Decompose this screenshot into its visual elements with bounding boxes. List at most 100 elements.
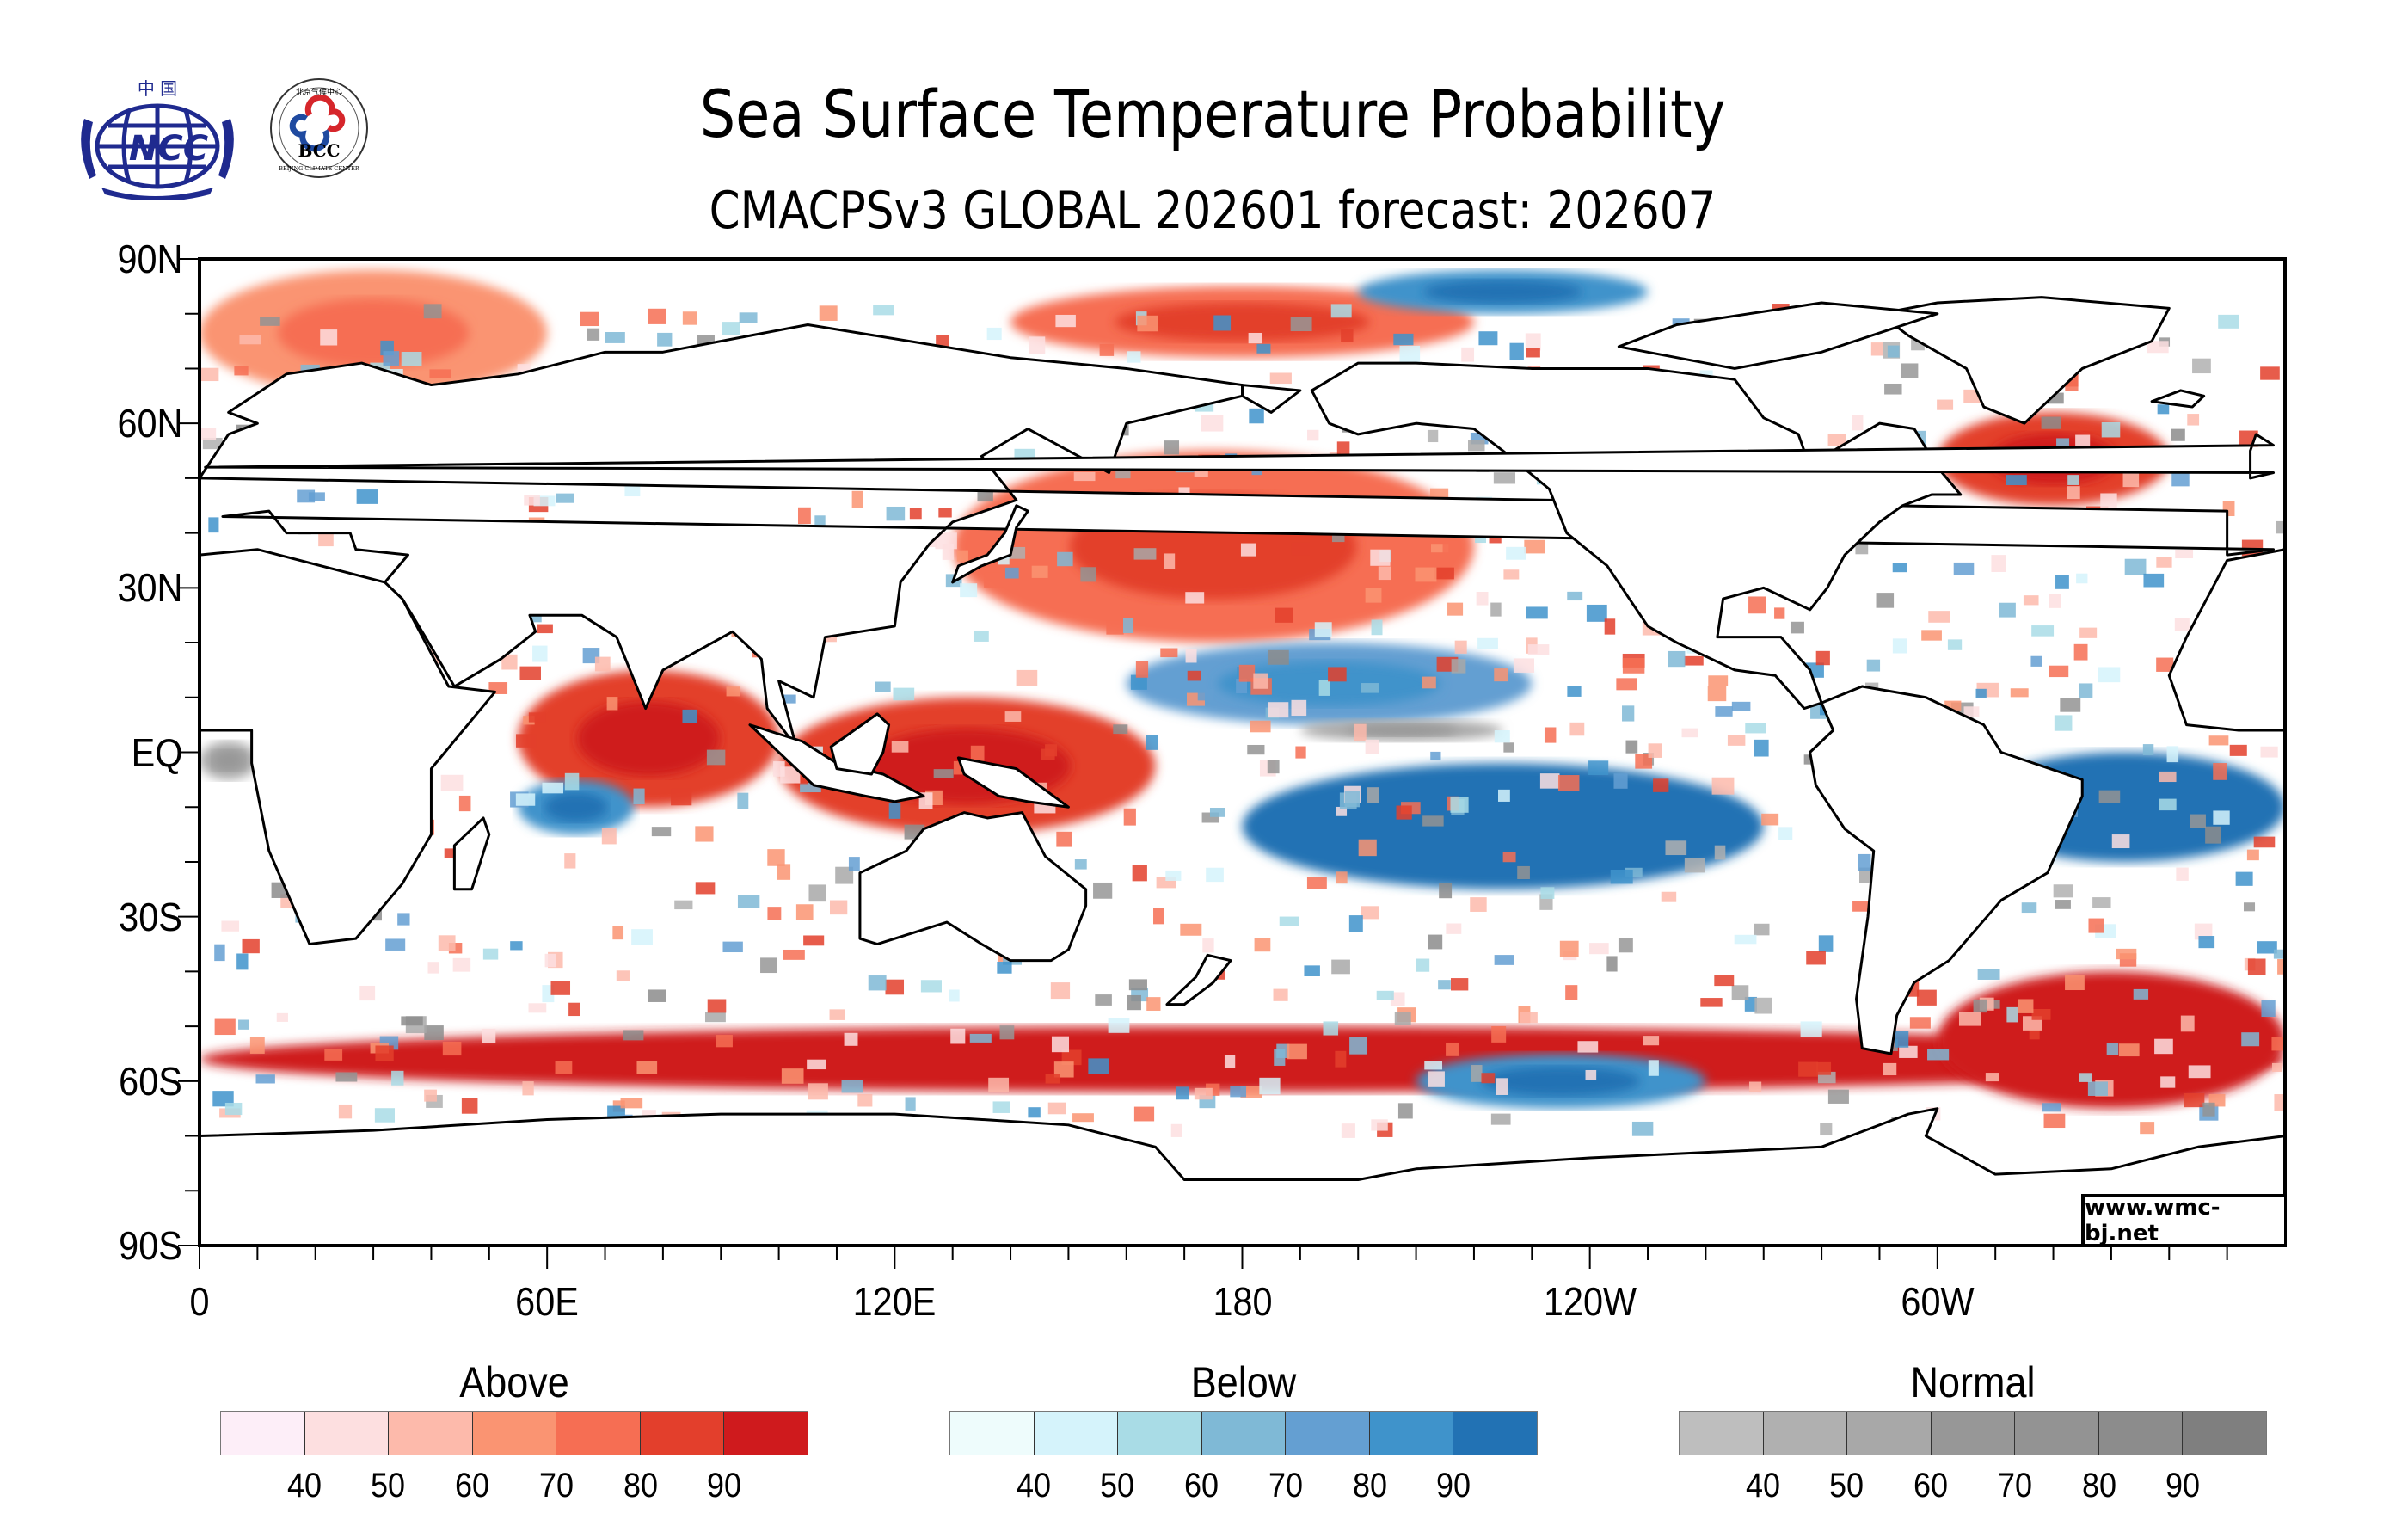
- grid-cell: [1745, 723, 1766, 734]
- y-tick-label: 90S: [119, 1223, 182, 1268]
- grid-cell: [1422, 815, 1444, 827]
- grid-cell: [1613, 773, 1628, 789]
- grid-cell: [1180, 923, 1202, 936]
- legend-swatch: [2015, 1412, 2099, 1455]
- grid-cell: [885, 979, 905, 995]
- grid-cell: [276, 1012, 288, 1022]
- grid-cell: [1524, 539, 1545, 554]
- grid-cell: [844, 1032, 858, 1046]
- grid-cell: [335, 1072, 358, 1082]
- grid-cell: [1160, 648, 1178, 658]
- legend-swatch: [1286, 1412, 1370, 1455]
- grid-cell: [1559, 940, 1579, 957]
- grid-cell: [1494, 955, 1514, 965]
- grid-cell: [2031, 1008, 2051, 1020]
- grid-cell: [1899, 1045, 1918, 1058]
- grid-cell: [2218, 314, 2239, 329]
- x-tick-label: 60W: [1901, 1279, 1975, 1324]
- grid-cell: [2049, 594, 2061, 608]
- grid-cell: [1371, 619, 1383, 636]
- grid-cell: [2116, 948, 2137, 960]
- grid-cell: [2118, 1043, 2140, 1057]
- grid-cell: [888, 803, 901, 819]
- grid-cell: [835, 866, 854, 884]
- grid-cell: [1291, 542, 1311, 556]
- grid-cell: [1937, 399, 1954, 410]
- grid-cell: [424, 1025, 444, 1041]
- grid-cell: [1509, 342, 1524, 360]
- grid-cell: [1490, 602, 1502, 617]
- grid-cell: [2060, 698, 2081, 712]
- grid-cell: [594, 656, 611, 672]
- grid-cell: [1341, 329, 1354, 342]
- grid-cell: [1224, 1055, 1236, 1068]
- grid-cell: [1731, 985, 1749, 1001]
- grid-cell: [1201, 812, 1219, 823]
- grid-cell: [320, 329, 338, 346]
- legend-swatch: [1201, 1412, 1287, 1455]
- grid-cell: [442, 1042, 462, 1056]
- grid-cell: [1806, 951, 1826, 965]
- grid-cell: [359, 985, 376, 1001]
- grid-cell: [2029, 1030, 2040, 1040]
- grid-cell: [1029, 336, 1046, 354]
- grid-cell: [1494, 730, 1510, 743]
- grid-cell: [391, 1070, 404, 1086]
- grid-cell: [682, 311, 697, 325]
- grid-cell: [1892, 563, 1907, 573]
- grid-cell: [1247, 744, 1265, 755]
- grid-cell: [1106, 620, 1124, 635]
- land-madagascar: [452, 816, 491, 891]
- grid-cell: [308, 492, 325, 501]
- y-tick-label: 30S: [119, 894, 182, 939]
- region-core-above: [277, 298, 470, 368]
- grid-cell: [212, 1091, 234, 1107]
- grid-cell: [255, 1074, 275, 1084]
- grid-cell: [1240, 543, 1256, 557]
- grid-cell: [1254, 938, 1271, 952]
- grid-cell: [1818, 935, 1834, 952]
- grid-cell: [1323, 1021, 1339, 1036]
- grid-cell: [986, 327, 1002, 341]
- grid-cell: [671, 788, 692, 806]
- land-masses: [200, 296, 2285, 1246]
- grid-cell: [2055, 575, 2069, 589]
- grid-cell: [1306, 877, 1327, 889]
- grid-cell: [2100, 493, 2117, 510]
- grid-cell: [2213, 810, 2230, 825]
- grid-cell: [2257, 941, 2277, 954]
- grid-cell: [1648, 743, 1662, 758]
- grid-cell: [636, 1061, 658, 1074]
- grid-cell: [1991, 555, 2006, 572]
- grid-cell: [722, 941, 743, 953]
- grid-cell: [1711, 777, 1735, 795]
- grid-cell: [1631, 1121, 1654, 1136]
- grid-cell: [984, 572, 1004, 588]
- grid-cell: [707, 999, 727, 1013]
- grid-cell: [1526, 606, 1548, 619]
- grid-cell: [1230, 1086, 1247, 1098]
- grid-cell: [1557, 775, 1580, 791]
- legend-tick-label: 40: [286, 1467, 322, 1504]
- grid-cell: [1093, 882, 1113, 899]
- grid-cell: [1921, 630, 1942, 641]
- grid-cell: [452, 957, 471, 972]
- grid-cell: [1953, 562, 1975, 575]
- grid-cell: [1815, 650, 1830, 666]
- grid-cell: [338, 1104, 353, 1119]
- region-core-normal: [1345, 724, 1458, 737]
- grid-cell: [2010, 688, 2029, 698]
- grid-cell: [891, 741, 909, 753]
- grid-cell: [1051, 1036, 1070, 1053]
- bcc-logo: BCC 北京气候中心 BEIJING CLIMATE CENTER: [268, 77, 370, 179]
- grid-cell: [803, 935, 825, 946]
- grid-cell: [605, 332, 625, 343]
- legend-tick-label: 90: [1436, 1467, 1471, 1504]
- grid-cell: [1057, 551, 1073, 567]
- axis-ticks: [178, 258, 2228, 1269]
- grid-cell: [1754, 739, 1769, 757]
- grid-cell: [1820, 1123, 1833, 1136]
- grid-cell: [1080, 567, 1096, 582]
- grid-cell: [2049, 665, 2069, 678]
